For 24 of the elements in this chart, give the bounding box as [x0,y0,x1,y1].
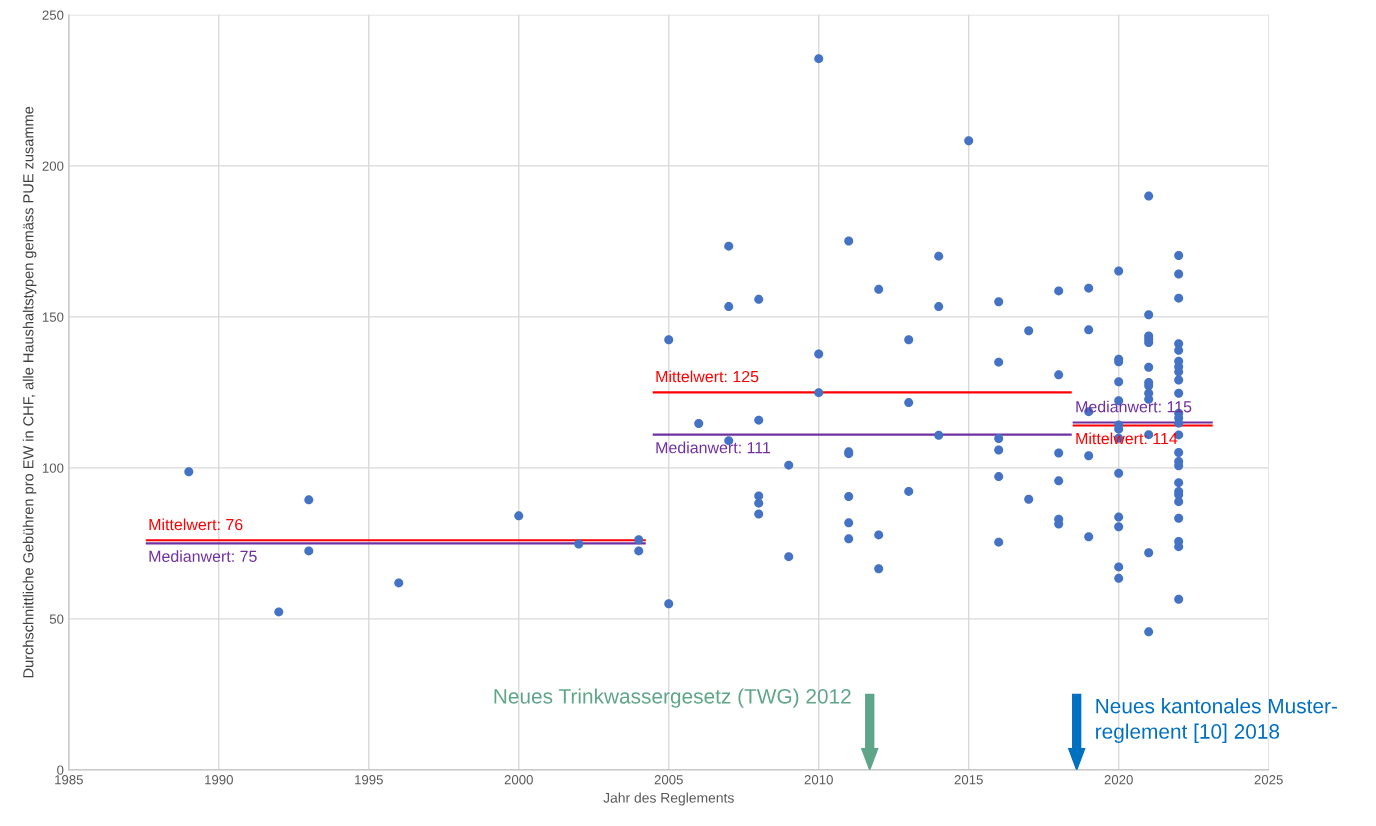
ref-line-label: Neues kantonales Muster- reglement [10] 2018 [1096,698,1337,743]
y-tick-label: 0 [57,765,64,775]
series-label: Mittelwert: 125 [656,370,759,383]
y-tick-label: 50 [49,614,64,624]
y-tick-label: 150 [42,312,64,322]
x-tick-label: 2015 [954,775,983,785]
x-tick-label: 2000 [504,775,533,785]
x-tick-label: 2005 [654,775,683,785]
y-tick-label: 100 [42,463,64,473]
x-tick-label: 2010 [804,775,833,785]
x-tick-label: 1990 [205,775,233,785]
series-label: Medianwert: 115 [1076,400,1192,413]
y-tick-label: 250 [42,10,64,20]
ref-line-label: Neues Trinkwassergesetz (TWG) 2012 [494,688,851,708]
x-tick-label: 1995 [355,775,383,785]
x-tick-label: 2025 [1254,775,1283,785]
x-tick-label: 1985 [55,775,83,785]
y-axis-title: Durchschnittliche Gebühren pro EW in CHF, alle Haushaltstypen gemäss PUE zusamme [22,106,37,678]
x-axis-title: Jahr des Reglements [603,792,734,806]
series-label: Medianwert: 75 [149,550,257,563]
series-label: Mittelwert: 76 [149,518,243,531]
series-label: Medianwert: 111 [656,441,771,454]
x-tick-label: 2020 [1104,775,1133,785]
y-tick-label: 200 [42,161,64,171]
